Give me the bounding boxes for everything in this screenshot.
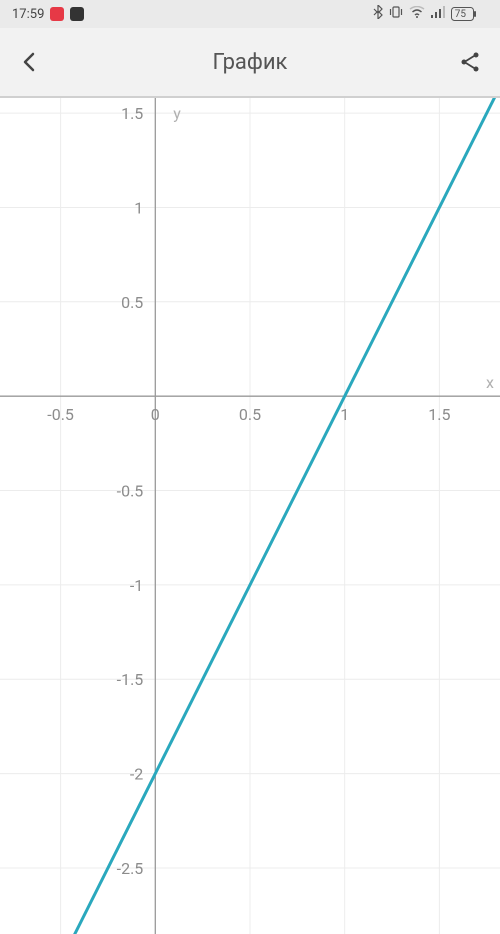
svg-text:-0.5: -0.5 — [47, 405, 74, 424]
svg-text:-1.5: -1.5 — [117, 670, 144, 689]
wifi-icon — [409, 6, 425, 22]
svg-text:0.5: 0.5 — [239, 405, 261, 424]
status-time: 17:59 — [12, 7, 44, 22]
svg-text:1.5: 1.5 — [121, 104, 143, 123]
app-indicator-icon — [70, 7, 84, 21]
svg-text:1.5: 1.5 — [428, 405, 450, 424]
bluetooth-icon — [373, 5, 383, 23]
signal-icon — [431, 6, 445, 22]
svg-text:x: x — [486, 373, 494, 392]
chart-area[interactable]: -0.5 0 0.5 1 1.5 1.5 1 0.5 -0.5 -1 -1.5 -2 -2.5 y x — [0, 98, 500, 934]
app-bar: График — [0, 28, 500, 98]
status-right: 75 — [373, 5, 488, 23]
svg-text:y: y — [173, 104, 181, 123]
svg-text:-1: -1 — [130, 576, 143, 595]
svg-text:-2.5: -2.5 — [117, 859, 144, 878]
battery-level: 75 — [455, 9, 466, 20]
battery-icon: 75 — [451, 7, 488, 21]
svg-text:0: 0 — [151, 405, 160, 424]
status-left: 17:59 — [12, 7, 84, 22]
page-title: График — [42, 50, 458, 75]
svg-text:1: 1 — [134, 198, 143, 217]
svg-text:0.5: 0.5 — [121, 293, 143, 312]
status-bar: 17:59 75 — [0, 0, 500, 28]
svg-text:1: 1 — [340, 405, 349, 424]
app-indicator-icon — [50, 7, 64, 21]
back-button[interactable] — [18, 50, 42, 74]
share-button[interactable] — [458, 50, 482, 74]
svg-text:-2: -2 — [130, 765, 143, 784]
svg-text:-0.5: -0.5 — [117, 482, 144, 501]
chart-svg: -0.5 0 0.5 1 1.5 1.5 1 0.5 -0.5 -1 -1.5 -2 -2.5 y x — [0, 98, 500, 934]
vibrate-icon — [389, 5, 403, 23]
